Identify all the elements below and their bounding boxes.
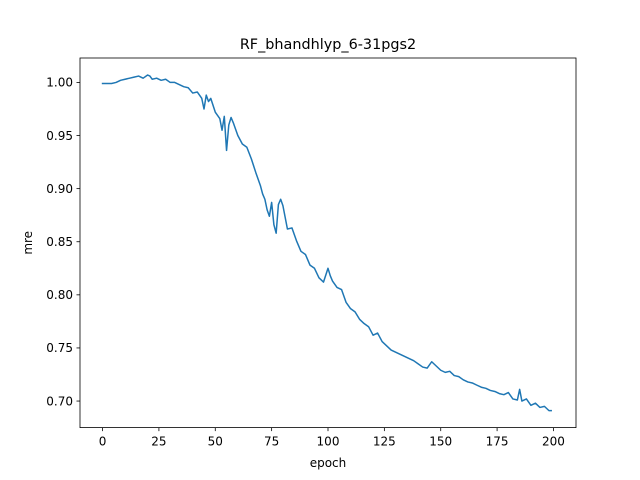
x-axis: 0 25 50 75 100 125 150 175 200	[99, 427, 565, 449]
x-tick-label: 125	[373, 435, 396, 449]
y-tick-label: 0.85	[46, 235, 73, 249]
x-tick-label: 0	[99, 435, 107, 449]
y-tick-label: 0.80	[46, 288, 73, 302]
y-tick-label: 0.90	[46, 182, 73, 196]
x-tick-label: 25	[151, 435, 166, 449]
x-tick-label: 75	[264, 435, 279, 449]
y-axis-label: mre	[21, 231, 35, 255]
series-layer	[101, 74, 552, 412]
x-tick-label: 175	[486, 435, 509, 449]
x-tick-label: 50	[208, 435, 223, 449]
x-tick-label: 100	[317, 435, 340, 449]
y-tick-label: 0.70	[46, 394, 73, 408]
plot-area	[80, 58, 576, 428]
y-tick-label: 0.75	[46, 341, 73, 355]
x-tick-label: 150	[429, 435, 452, 449]
y-axis: 0.70 0.75 0.80 0.85 0.90 0.95 1.00	[46, 76, 80, 408]
x-tick-label: 200	[542, 435, 565, 449]
plot-frame	[79, 57, 577, 429]
series-line	[101, 74, 552, 412]
y-tick-label: 1.00	[46, 76, 73, 90]
y-tick-label: 0.95	[46, 129, 73, 143]
chart-title: RF_bhandhlyp_6-31pgs2	[240, 37, 416, 53]
x-axis-label: epoch	[310, 456, 347, 470]
